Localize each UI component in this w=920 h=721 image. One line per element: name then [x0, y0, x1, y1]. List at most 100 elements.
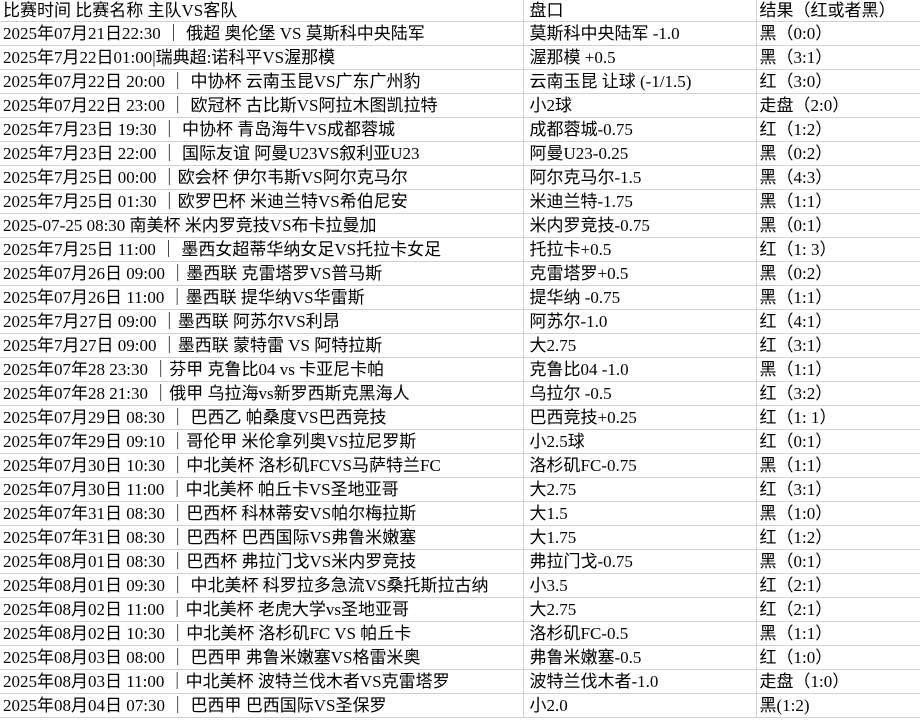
result-cell: 红（1:2） — [755, 117, 920, 142]
result-cell: 黑（4:3） — [755, 165, 920, 190]
match-cell: 2025年08月03日 08:00 ｜ 巴西甲 弗鲁米嫩塞VS格雷米奥 — [0, 645, 523, 670]
table-row: 2025年7月25日 01:30 ｜欧罗巴杯 米迪兰特VS希伯尼安 米迪兰特-1.… — [0, 189, 920, 214]
handicap-cell: 克雷塔罗+0.5 — [522, 261, 756, 286]
match-cell: 2025年7月23日 22:00 ｜ 国际友谊 阿曼U23VS叙利亚U23 — [0, 141, 523, 166]
result-cell: 红（2:1） — [755, 573, 920, 598]
header-handicap: 盘口 — [522, 0, 756, 22]
handicap-cell: 弗鲁米嫩塞-0.5 — [522, 645, 756, 670]
handicap-cell: 托拉卡+0.5 — [522, 237, 756, 262]
table-header-row: 比赛时间 比赛名称 主队VS客队 盘口 结果（红或者黑） — [0, 0, 920, 22]
table-row: 2025年7月25日 00:00 ｜欧会杯 伊尔韦斯VS阿尔克马尔 阿尔克马尔-1… — [0, 165, 920, 190]
match-cell: 2025年07月26日 09:00 ｜墨西联 克雷塔罗VS普马斯 — [0, 261, 523, 286]
handicap-cell: 提华纳 -0.75 — [522, 285, 756, 310]
match-cell: 2025年08月03日 11:00 ｜中北美杯 波特兰伐木者VS克雷塔罗 — [0, 669, 523, 694]
table-row: 2025年7月25日 11:00 ｜ 墨西女超蒂华纳女足VS托拉卡女足 托拉卡+0… — [0, 237, 920, 262]
handicap-cell: 克鲁比04 -1.0 — [522, 357, 756, 382]
result-cell: 黑（1:1） — [755, 357, 920, 382]
match-cell: 2025年07月22日 23:00 ｜ 欧冠杯 古比斯VS阿拉木图凯拉特 — [0, 93, 523, 118]
result-cell: 黑(1:2) — [755, 693, 920, 718]
table-row: 2025-07-25 08:30 南美杯 米内罗竞技VS布卡拉曼加 米内罗竞技-0… — [0, 213, 920, 238]
handicap-cell: 阿苏尔-1.0 — [522, 309, 756, 334]
match-cell: 2025年07月30日 10:30 ｜中北美杯 洛杉矶FCVS马萨特兰FC — [0, 453, 523, 478]
table-row: 2025年07月22日 23:00 ｜ 欧冠杯 古比斯VS阿拉木图凯拉特 小2球走… — [0, 93, 920, 118]
result-cell: 红（1:2） — [755, 525, 920, 550]
match-cell: 2025年7月25日 00:00 ｜欧会杯 伊尔韦斯VS阿尔克马尔 — [0, 165, 523, 190]
table-row: 2025年07年31日 08:30 ｜巴西杯 巴西国际VS弗鲁米嫩塞 大1.75 红… — [0, 525, 920, 550]
table-row: 2025年7月23日 22:00 ｜ 国际友谊 阿曼U23VS叙利亚U23 阿曼U… — [0, 141, 920, 166]
match-cell: 2025年7月27日 09:00 ｜墨西联 阿苏尔VS利昂 — [0, 309, 523, 334]
match-cell: 2025年07月30日 11:00 ｜中北美杯 帕丘卡VS圣地亚哥 — [0, 477, 523, 502]
match-cell: 2025年07年29日 09:10 ｜哥伦甲 米伦拿列奥VS拉尼罗斯 — [0, 429, 523, 454]
match-cell: 2025年07年31日 08:30 ｜巴西杯 科林蒂安VS帕尔梅拉斯 — [0, 501, 523, 526]
header-match-info: 比赛时间 比赛名称 主队VS客队 — [0, 0, 523, 22]
match-cell: 2025年7月22日01:00|瑞典超:诺科平VS渥那模 — [0, 45, 523, 70]
handicap-cell: 大2.75 — [522, 333, 756, 358]
match-cell: 2025年08月02日 10:30 ｜中北美杯 洛杉矶FC VS 帕丘卡 — [0, 621, 523, 646]
table-row: 2025年08月03日 08:00 ｜ 巴西甲 弗鲁米嫩塞VS格雷米奥 弗鲁米嫩塞… — [0, 645, 920, 670]
handicap-cell: 弗拉门戈-0.75 — [522, 549, 756, 574]
handicap-cell: 阿尔克马尔-1.5 — [522, 165, 756, 190]
handicap-cell: 波特兰伐木者-1.0 — [522, 669, 756, 694]
result-cell: 黑（1:1） — [755, 189, 920, 214]
table-row: 2025年7月27日 09:00 ｜墨西联 蒙特雷 VS 阿特拉斯 大2.75 红（… — [0, 333, 920, 358]
match-cell: 2025年07月21日22:30 ｜ 俄超 奥伦堡 VS 莫斯科中央陆军 — [0, 21, 523, 46]
match-cell: 2025年7月25日 01:30 ｜欧罗巴杯 米迪兰特VS希伯尼安 — [0, 189, 523, 214]
match-cell: 2025年07月22日 20:00 ｜ 中协杯 云南玉昆VS广东广州豹 — [0, 69, 523, 94]
handicap-cell: 乌拉尔 -0.5 — [522, 381, 756, 406]
match-cell: 2025年08月01日 08:30 ｜巴西杯 弗拉门戈VS米内罗竞技 — [0, 549, 523, 574]
table-row: 2025年08月02日 10:30 ｜中北美杯 洛杉矶FC VS 帕丘卡 洛杉矶F… — [0, 621, 920, 646]
match-cell: 2025年07年31日 08:30 ｜巴西杯 巴西国际VS弗鲁米嫩塞 — [0, 525, 523, 550]
handicap-cell: 洛杉矶FC-0.5 — [522, 621, 756, 646]
result-cell: 红（3:0） — [755, 69, 920, 94]
handicap-cell: 米迪兰特-1.75 — [522, 189, 756, 214]
table-row: 2025年08月03日 11:00 ｜中北美杯 波特兰伐木者VS克雷塔罗 波特兰伐… — [0, 669, 920, 694]
match-cell: 2025年08月04日 07:30 ｜ 巴西甲 巴西国际VS圣保罗 — [0, 693, 523, 718]
handicap-cell: 阿曼U23-0.25 — [522, 141, 756, 166]
result-cell: 红（0:1） — [755, 429, 920, 454]
handicap-cell: 大2.75 — [522, 477, 756, 502]
match-cell: 2025年07年28 23:30 ｜芬甲 克鲁比04 vs 卡亚尼卡帕 — [0, 357, 523, 382]
result-cell: 黑（0:2） — [755, 261, 920, 286]
table-row: 2025年08月02日 11:00 ｜中北美杯 老虎大学vs圣地亚哥 大2.75 红… — [0, 597, 920, 622]
result-cell: 黑（3:1） — [755, 45, 920, 70]
result-cell: 红（2:1） — [755, 597, 920, 622]
table-row: 2025年7月22日01:00|瑞典超:诺科平VS渥那模 渥那模 +0.5 黑（3:… — [0, 45, 920, 70]
result-cell: 黑（0:0） — [755, 21, 920, 46]
handicap-cell: 洛杉矶FC-0.75 — [522, 453, 756, 478]
match-cell: 2025年08月01日 09:30 ｜ 中北美杯 科罗拉多急流VS桑托斯拉古纳 — [0, 573, 523, 598]
result-cell: 黑（1:1） — [755, 453, 920, 478]
result-cell: 黑（0:1） — [755, 213, 920, 238]
handicap-cell: 大2.75 — [522, 597, 756, 622]
table-row: 2025年07月30日 10:30 ｜中北美杯 洛杉矶FCVS马萨特兰FC 洛杉矶… — [0, 453, 920, 478]
match-cell: 2025年7月25日 11:00 ｜ 墨西女超蒂华纳女足VS托拉卡女足 — [0, 237, 523, 262]
table-row: 2025年7月27日 09:00 ｜墨西联 阿苏尔VS利昂 阿苏尔-1.0 红（4:… — [0, 309, 920, 334]
results-table-body: 2025年07月21日22:30 ｜ 俄超 奥伦堡 VS 莫斯科中央陆军 莫斯科中… — [0, 21, 920, 718]
handicap-cell: 大1.5 — [522, 501, 756, 526]
result-cell: 黑（1:1） — [755, 285, 920, 310]
table-row: 2025年07月26日 09:00 ｜墨西联 克雷塔罗VS普马斯 克雷塔罗+0.5… — [0, 261, 920, 286]
result-cell: 黑（0:1） — [755, 549, 920, 574]
match-cell: 2025年08月02日 11:00 ｜中北美杯 老虎大学vs圣地亚哥 — [0, 597, 523, 622]
result-cell: 红（1:0） — [755, 645, 920, 670]
handicap-cell: 大1.75 — [522, 525, 756, 550]
table-row: 2025年07年28 21:30 ｜俄甲 乌拉海vs新罗西斯克黑海人 乌拉尔 -0… — [0, 381, 920, 406]
header-result: 结果（红或者黑） — [755, 0, 920, 22]
match-cell: 2025-07-25 08:30 南美杯 米内罗竞技VS布卡拉曼加 — [0, 213, 523, 238]
handicap-cell: 小2.0 — [522, 693, 756, 718]
result-cell: 走盘（2:0） — [755, 93, 920, 118]
handicap-cell: 云南玉昆 让球 (-1/1.5) — [522, 69, 756, 94]
result-cell: 黑（0:2） — [755, 141, 920, 166]
handicap-cell: 巴西竞技+0.25 — [522, 405, 756, 430]
match-cell: 2025年07月29日 08:30 ｜ 巴西乙 帕桑度VS巴西竞技 — [0, 405, 523, 430]
table-row: 2025年07年31日 08:30 ｜巴西杯 科林蒂安VS帕尔梅拉斯 大1.5 黑（… — [0, 501, 920, 526]
handicap-cell: 米内罗竞技-0.75 — [522, 213, 756, 238]
result-cell: 红（3:2） — [755, 381, 920, 406]
table-row: 2025年07月26日 11:00 ｜墨西联 提华纳VS华雷斯 提华纳 -0.75… — [0, 285, 920, 310]
handicap-cell: 小3.5 — [522, 573, 756, 598]
result-cell: 红（1: 1） — [755, 405, 920, 430]
result-cell: 红（3:1） — [755, 333, 920, 358]
handicap-cell: 成都蓉城-0.75 — [522, 117, 756, 142]
table-row: 2025年08月04日 07:30 ｜ 巴西甲 巴西国际VS圣保罗 小2.0 黑(1… — [0, 693, 920, 718]
result-cell: 红（1: 3） — [755, 237, 920, 262]
